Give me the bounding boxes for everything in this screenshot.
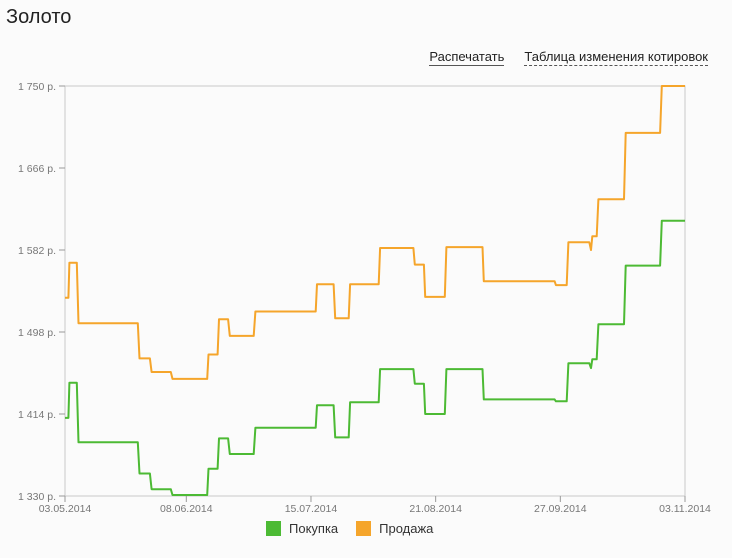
page-title: Золото — [6, 6, 72, 28]
legend-swatch-sell — [356, 521, 372, 536]
legend-item-sell[interactable]: Продажа — [356, 521, 433, 536]
y-tick-label: 1 582 р. — [18, 245, 56, 257]
x-axis: 03.05.2014 08.06.2014 15.07.2014 21.08.2014… — [39, 496, 711, 515]
series-line-buy — [65, 219, 685, 496]
x-tick-label: 15.07.2014 — [285, 503, 338, 515]
y-tick-label: 1 414 р. — [18, 409, 56, 421]
x-tick-label: 21.08.2014 — [409, 503, 462, 515]
x-tick-label: 27.09.2014 — [534, 503, 587, 515]
legend-swatch-buy — [266, 521, 281, 536]
y-axis: 1 750 р. 1 666 р. 1 582 р. 1 498 р. 1 414 р.… — [18, 81, 65, 503]
y-tick-label: 1 498 р. — [18, 327, 56, 339]
legend-label-buy: Покупка — [289, 521, 339, 536]
x-tick-label: 03.11.2014 — [659, 503, 711, 515]
print-link[interactable]: Распечатать — [429, 49, 505, 66]
legend: Покупка Продажа — [266, 521, 433, 536]
y-tick-label: 1 666 р. — [18, 163, 56, 175]
x-tick-label: 03.05.2014 — [39, 503, 92, 515]
toolbar: Распечатать Таблица изменения котировок — [429, 49, 708, 66]
series-layer — [65, 85, 685, 496]
y-tick-label: 1 750 р. — [18, 81, 56, 93]
quotes-table-link[interactable]: Таблица изменения котировок — [524, 49, 708, 66]
y-tick-label: 1 330 р. — [18, 491, 56, 503]
legend-label-sell: Продажа — [379, 521, 434, 536]
legend-item-buy[interactable]: Покупка — [266, 521, 338, 536]
plot-frame — [64, 85, 686, 497]
series-line-sell — [65, 85, 685, 380]
x-tick-label: 08.06.2014 — [160, 503, 213, 515]
